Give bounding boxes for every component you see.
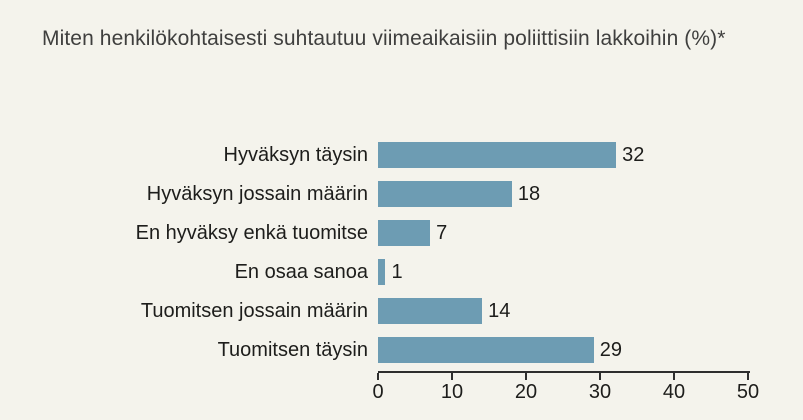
x-axis-tick-label: 10 (440, 381, 464, 403)
bar-row: En hyväksy enkä tuomitse 7 (0, 220, 803, 246)
x-axis-tick (599, 373, 601, 380)
x-axis: 0 10 20 30 40 50 (372, 371, 759, 403)
bar (378, 181, 512, 207)
value-label: 7 (436, 221, 448, 244)
category-label: Tuomitsen jossain määrin (140, 299, 368, 322)
category-label: Hyväksyn täysin (223, 143, 369, 166)
category-label: En hyväksy enkä tuomitse (135, 221, 368, 244)
bar-track: 29 (378, 337, 750, 363)
category-label: En osaa sanoa (234, 260, 368, 283)
bar (378, 337, 594, 363)
bar-row: Hyväksyn täysin 32 (0, 142, 803, 168)
bar-track: 14 (378, 298, 750, 324)
bar-rows: Hyväksyn täysin 32 Hyväksyn jossain määr… (0, 142, 803, 376)
category-label: Hyväksyn jossain määrin (146, 182, 368, 205)
value-label: 14 (488, 299, 511, 322)
x-axis-tick-label: 50 (736, 381, 760, 403)
bar-row: Tuomitsen täysin 29 (0, 337, 803, 363)
bar-track: 32 (378, 142, 750, 168)
x-axis-tick (451, 373, 453, 380)
bar-row: Tuomitsen jossain määrin 14 (0, 298, 803, 324)
bar-row: Hyväksyn jossain määrin 18 (0, 181, 803, 207)
value-label: 1 (391, 260, 403, 283)
x-axis-tick-label: 30 (588, 381, 612, 403)
bar (378, 220, 431, 246)
bar-row: En osaa sanoa 1 (0, 259, 803, 285)
chart-title: Miten henkilökohtaisesti suhtautuu viime… (42, 27, 726, 50)
category-label: Tuomitsen täysin (217, 338, 368, 361)
x-axis-tick-label: 40 (662, 381, 686, 403)
x-axis-tick (525, 373, 527, 380)
bar-track: 1 (378, 259, 750, 285)
value-label: 29 (599, 338, 622, 361)
x-axis-tick (673, 373, 675, 380)
bar (378, 298, 483, 324)
value-label: 32 (622, 143, 645, 166)
x-axis-tick (377, 373, 379, 380)
x-axis-tick-label: 0 (372, 381, 384, 403)
bar (378, 259, 386, 285)
bar-track: 7 (378, 220, 750, 246)
bar-track: 18 (378, 181, 750, 207)
value-label: 18 (517, 182, 541, 205)
x-axis-tick-label: 20 (514, 381, 538, 403)
bar (378, 142, 617, 168)
x-axis-tick (747, 373, 749, 380)
